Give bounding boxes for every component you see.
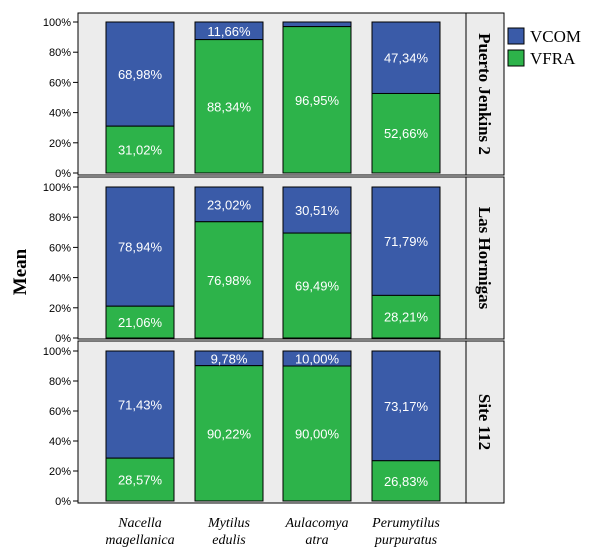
y-tick-label: 100% [43,17,71,29]
y-tick-label: 20% [49,466,71,478]
data-label-vfra: 26,83% [384,474,429,489]
bar-vfra [194,39,264,174]
y-tick-label: 60% [49,406,71,418]
data-label-vcom: 9,78% [211,351,248,366]
category-label: atra [305,533,328,547]
data-label-vfra: 90,22% [207,426,252,441]
bar-vfra [371,460,441,502]
data-label-vfra: 88,34% [207,99,252,114]
legend-label-vcom: VCOM [530,27,581,46]
legend: VCOM VFRA [507,27,581,68]
data-label-vcom: 78,94% [118,240,163,255]
data-label-vfra: 28,57% [118,473,163,488]
y-tick-label: 40% [49,436,71,448]
y-tick-label: 60% [49,242,71,254]
data-label-vfra: 69,49% [295,279,340,294]
bar-vfra [105,125,175,174]
panel-label: Site 112 [475,394,494,450]
bar-vcom [371,350,441,462]
y-tick-label: 60% [49,77,71,89]
panel-label-strip [465,12,505,176]
panel-2: Las Hormigas 0% 20% 40% 60% 80% 100% 21,06% 78,9… [43,176,505,345]
panel-label: Las Hormigas [475,207,494,310]
category-label: magellanica [105,533,174,547]
y-tick-label: 80% [49,47,71,59]
panel-1: Puerto Jenkins 2 0% 20% 40% 60% 80% 100% 31,02%… [43,12,505,180]
panel-label: Puerto Jenkins 2 [475,33,494,155]
panel-label-strip [465,176,505,340]
y-tick-label: 100% [43,346,71,358]
bar-vfra [105,457,175,502]
legend-swatch-vcom [507,27,525,45]
bar-vfra [371,294,441,339]
data-label-vfra: 52,66% [384,126,429,141]
data-label-vcom: 10,00% [295,352,340,367]
data-label-vcom: 30,51% [295,203,340,218]
category-label: Nacella [117,516,162,531]
chart-panels: Puerto Jenkins 2 0% 20% 40% 60% 80% 100% 31,02%… [43,12,505,508]
data-label-vfra: 90,00% [295,427,340,442]
data-label-vfra: 96,95% [295,93,340,108]
bar-vcom [371,186,441,296]
bar-vfra [105,305,175,339]
y-tick-label: 40% [49,108,71,120]
category-label: Aulacomya [285,516,349,531]
data-label-vfra: 31,02% [118,143,163,158]
data-label-vcom: 23,02% [207,197,252,212]
data-label-vcom: 47,34% [384,51,429,66]
data-label-vcom: 71,79% [384,234,429,249]
y-tick-label: 100% [43,182,71,194]
category-label: Mytilus [207,516,251,531]
y-axis-label: Mean [10,248,31,295]
data-label-vcom: 68,98% [118,67,163,82]
category-label: Perumytilus [371,516,440,531]
bar-vcom [105,21,175,127]
bar-vcom [282,186,352,234]
data-label-vcom: 11,66% [207,24,251,39]
bar-vfra [194,365,264,502]
y-tick-label: 20% [49,303,71,315]
y-tick-label: 40% [49,273,71,285]
category-label: edulis [212,533,246,547]
panel-3: Site 112 0% 20% 40% 60% 80% 100% 28,57% 71,43% 90… [43,340,505,508]
y-tick-label: 0% [55,333,71,345]
y-tick-label: 0% [55,496,71,508]
y-tick-label: 80% [49,212,71,224]
bar-vfra [282,365,352,502]
data-label-vcom: 73,17% [384,399,429,414]
y-tick-label: 0% [55,168,71,180]
bar-vcom [194,186,264,223]
data-label-vfra: 76,98% [207,273,252,288]
data-label-vfra: 21,06% [118,315,163,330]
bar-vfra [371,92,441,174]
bar-vfra [282,232,352,339]
panel-label-strip [465,340,505,504]
category-labels: Nacella magellanica Mytilus edulis Aulacomya… [105,516,440,547]
bar-vfra [194,221,264,339]
y-tick-label: 80% [49,376,71,388]
legend-swatch-vfra [507,49,525,67]
bar-vcom [282,21,352,28]
bar-vcom [371,21,441,94]
y-tick-label: 20% [49,138,71,150]
bar-vfra [282,26,352,174]
legend-label-vfra: VFRA [530,49,576,68]
bar-vcom [105,186,175,307]
data-label-vfra: 28,21% [384,310,429,325]
category-label: purpuratus [374,533,438,547]
data-label-vcom: 71,43% [118,398,163,413]
